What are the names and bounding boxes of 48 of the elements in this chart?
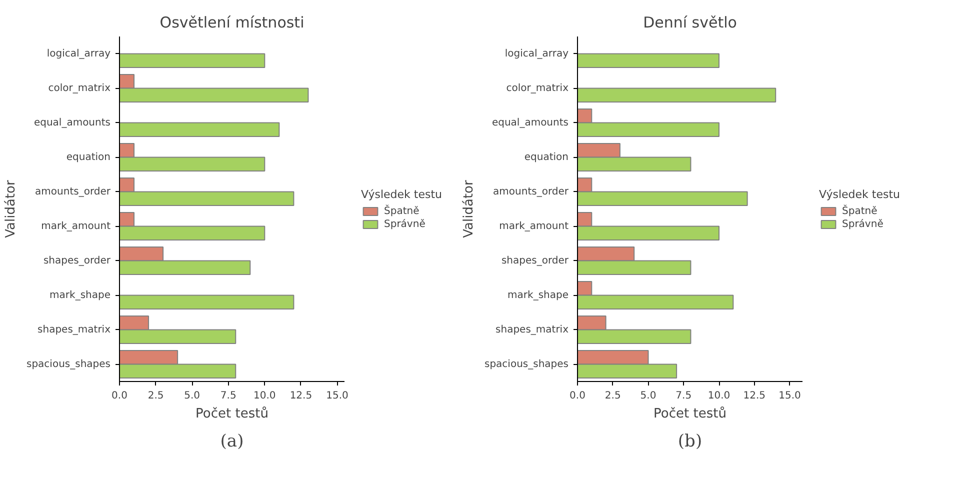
- x-tick-label: 7.5: [220, 390, 236, 402]
- y-tick-label: logical_array: [504, 48, 569, 60]
- y-tick-label: equal_amounts: [492, 117, 569, 128]
- y-tick-label: mark_shape: [508, 290, 569, 301]
- x-tick-label: 5.0: [184, 390, 200, 402]
- legend-label: Špatně: [842, 206, 878, 216]
- x-axis-title: Počet testů: [196, 406, 268, 422]
- y-tick-label: equal_amounts: [34, 117, 111, 128]
- legend-label: Správně: [842, 218, 884, 230]
- x-tick-label: 0.0: [112, 390, 128, 402]
- legend-title: Výsledek testu: [361, 188, 442, 200]
- y-tick-label: shapes_matrix: [38, 324, 111, 336]
- x-tick-label: 5.0: [640, 390, 656, 402]
- legend-label: Správně: [384, 218, 426, 230]
- y-tick-label: shapes_matrix: [496, 324, 569, 336]
- y-tick-label: equation: [66, 152, 111, 163]
- y-tick-label: mark_shape: [50, 290, 111, 301]
- x-tick-label: 10.0: [254, 390, 276, 402]
- y-tick-label: mark_amount: [41, 220, 111, 232]
- y-tick-label: mark_amount: [499, 220, 569, 232]
- y-axis-title: Validátor: [461, 180, 476, 238]
- legend-label: Špatně: [384, 206, 420, 216]
- chart-title: Denní světlo: [643, 14, 737, 32]
- y-tick-label: amounts_order: [35, 186, 112, 198]
- text: (a): [220, 432, 244, 452]
- x-tick-label: 7.5: [676, 390, 692, 402]
- chart-title: Osvětlení místnosti: [160, 14, 304, 32]
- x-tick-label: 12.5: [290, 390, 312, 402]
- y-tick-label: spacious_shapes: [26, 358, 110, 370]
- y-tick-label: logical_array: [46, 48, 111, 60]
- x-tick-label: 0.0: [570, 390, 586, 402]
- legend-title: Výsledek testu: [819, 188, 900, 200]
- x-tick-label: 10.0: [708, 390, 730, 402]
- y-tick-label: equation: [524, 152, 569, 163]
- x-tick-label: 15.0: [326, 390, 348, 402]
- text: (b): [678, 432, 702, 452]
- x-tick-label: 15.0: [778, 390, 801, 402]
- y-tick-label: shapes_order: [501, 255, 570, 266]
- y-tick-label: spacious_shapes: [484, 358, 568, 370]
- y-tick-label: amounts_order: [493, 186, 570, 198]
- y-axis-title: Validátor: [3, 180, 18, 238]
- x-tick-label: 12.5: [743, 390, 766, 402]
- y-tick-label: color_matrix: [506, 82, 569, 94]
- y-tick-label: shapes_order: [43, 255, 112, 266]
- x-tick-label: 2.5: [148, 390, 164, 402]
- x-axis-title: Počet testů: [654, 406, 726, 422]
- x-tick-label: 2.5: [604, 390, 621, 402]
- y-tick-label: color_matrix: [48, 82, 111, 94]
